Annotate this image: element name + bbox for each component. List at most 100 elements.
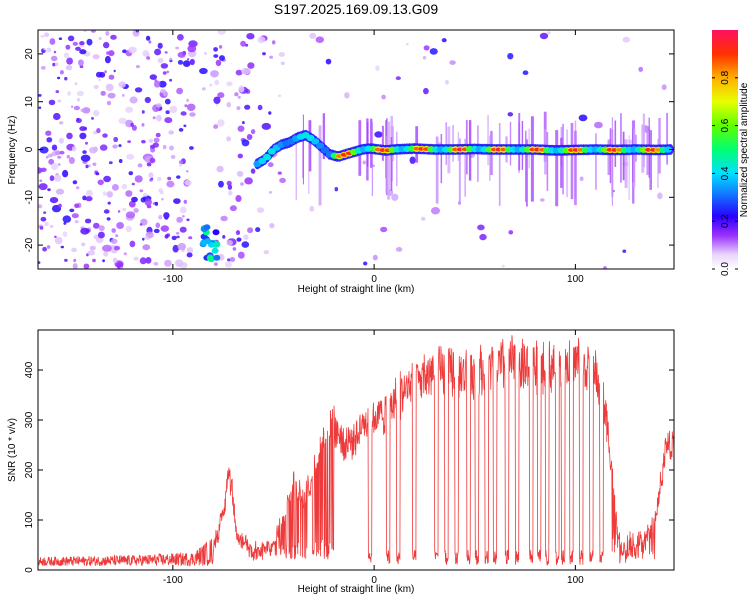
noise-speckle — [68, 157, 75, 164]
y-tick-label: 10 — [24, 96, 35, 108]
noise-speckle — [40, 34, 45, 38]
noise-speckle — [507, 112, 514, 117]
noise-speckle — [186, 58, 190, 61]
y-tick-label: 0 — [24, 146, 35, 152]
noise-speckle — [241, 67, 251, 75]
noise-speckle — [163, 91, 168, 97]
noise-speckle — [59, 121, 64, 125]
noise-speckle — [62, 215, 72, 223]
noise-speckle — [80, 227, 90, 235]
noise-speckle — [240, 182, 244, 186]
noise-speckle — [423, 87, 429, 95]
noise-speckle — [235, 69, 243, 76]
noise-speckle — [148, 172, 154, 179]
noise-speckle — [86, 253, 89, 257]
noise-speckle — [115, 234, 119, 238]
noise-speckle — [95, 71, 103, 78]
noise-speckle — [238, 85, 245, 93]
noise-speckle — [45, 130, 52, 136]
leakage-streak — [546, 132, 549, 191]
noise-speckle — [146, 204, 152, 209]
noise-speckle — [158, 214, 163, 220]
noise-speckle — [236, 106, 241, 110]
noise-speckle — [158, 80, 167, 88]
noise-speckle — [237, 251, 245, 259]
noise-speckle — [74, 203, 80, 209]
leakage-streak — [574, 130, 577, 206]
snr-x-ticks: -100 0 100 — [163, 330, 584, 586]
leakage-streak — [390, 137, 393, 191]
noise-speckle — [237, 153, 243, 159]
noise-speckle — [57, 99, 62, 103]
noise-speckle — [144, 96, 151, 104]
noise-speckle — [142, 50, 150, 57]
noise-speckle — [179, 206, 187, 214]
noise-speckle — [113, 136, 119, 143]
noise-speckle — [76, 186, 80, 190]
noise-speckle — [169, 78, 173, 82]
spectrogram-marks — [38, 30, 674, 269]
noise-speckle — [102, 191, 107, 196]
noise-speckle — [66, 154, 71, 159]
noise-speckle — [66, 132, 73, 140]
noise-speckle — [177, 60, 184, 65]
noise-speckle — [622, 36, 630, 43]
noise-speckle — [176, 235, 180, 239]
noise-speckle — [57, 155, 62, 159]
noise-speckle — [108, 161, 113, 165]
noise-speckle — [215, 103, 219, 107]
noise-speckle — [220, 215, 228, 222]
noise-speckle — [522, 70, 529, 75]
noise-speckle — [179, 226, 187, 233]
noise-speckle — [152, 116, 156, 120]
low-cluster-blob — [200, 239, 208, 246]
noise-speckle — [477, 224, 485, 231]
noise-speckle — [57, 76, 61, 80]
noise-speckle — [57, 163, 61, 166]
noise-speckle — [229, 205, 237, 212]
noise-speckle — [186, 252, 193, 258]
noise-speckle — [67, 35, 75, 42]
noise-speckle — [177, 242, 187, 251]
noise-speckle — [166, 180, 175, 188]
noise-speckle — [153, 137, 160, 143]
noise-speckle — [71, 146, 77, 152]
leakage-streak — [607, 139, 611, 175]
low-cluster-blob — [213, 254, 221, 261]
noise-speckle — [142, 237, 145, 241]
noise-speckle — [226, 81, 233, 87]
noise-speckle — [189, 146, 194, 150]
noise-speckle — [59, 150, 65, 155]
noise-speckle — [363, 261, 368, 266]
noise-speckle — [54, 236, 63, 245]
noise-speckle — [77, 98, 80, 102]
noise-speckle — [67, 91, 71, 96]
noise-speckle — [374, 131, 383, 138]
leakage-streak — [308, 139, 310, 194]
noise-speckle — [178, 160, 184, 165]
noise-speckle — [83, 126, 87, 131]
noise-speckle — [148, 40, 152, 44]
noise-speckle — [182, 215, 185, 218]
colorbar-tick-label: 0.6 — [720, 118, 731, 132]
noise-speckle — [50, 55, 58, 62]
noise-speckle — [154, 80, 161, 88]
noise-speckle — [46, 245, 51, 249]
noise-speckle — [267, 162, 274, 168]
noise-speckle — [501, 264, 505, 268]
leakage-streak — [666, 112, 668, 165]
noise-speckle — [441, 38, 447, 43]
noise-speckle — [86, 189, 93, 197]
noise-speckle — [277, 94, 282, 98]
noise-speckle — [40, 216, 47, 222]
noise-speckle — [39, 146, 49, 154]
noise-speckle — [199, 67, 208, 75]
noise-speckle — [89, 245, 96, 251]
leakage-streak — [657, 138, 659, 188]
snr-frame — [37, 329, 675, 571]
noise-speckle — [246, 134, 253, 140]
colorbar-label: Normalized spectral amplitude — [739, 82, 750, 217]
leakage-streak — [445, 122, 447, 165]
snr-plot-area — [38, 335, 674, 568]
noise-speckle — [149, 157, 156, 164]
